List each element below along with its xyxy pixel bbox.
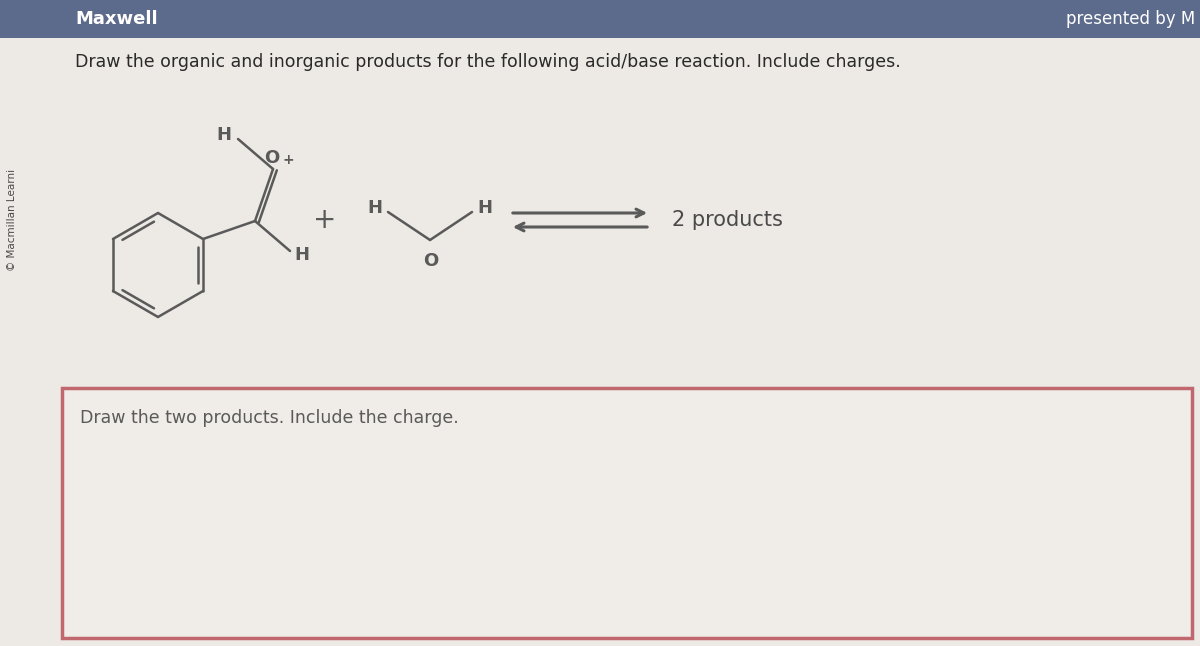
Bar: [62, 388, 1192, 638]
Text: H: H: [367, 199, 383, 217]
Text: O: O: [424, 252, 439, 270]
Text: Draw the two products. Include the charge.: Draw the two products. Include the charg…: [80, 409, 458, 427]
Text: © Macmillan Learni: © Macmillan Learni: [7, 169, 17, 271]
Text: O: O: [264, 149, 280, 167]
Text: Draw the organic and inorganic products for the following acid/base reaction. In: Draw the organic and inorganic products …: [74, 53, 901, 71]
Text: presented by M: presented by M: [1066, 10, 1195, 28]
Bar: [0, 0, 1200, 38]
Text: H: H: [294, 246, 310, 264]
Text: +: +: [313, 206, 337, 234]
Text: H: H: [478, 199, 492, 217]
Text: 2 products: 2 products: [672, 210, 782, 230]
Text: Maxwell: Maxwell: [74, 10, 157, 28]
Text: +: +: [282, 153, 294, 167]
Text: H: H: [216, 126, 232, 144]
